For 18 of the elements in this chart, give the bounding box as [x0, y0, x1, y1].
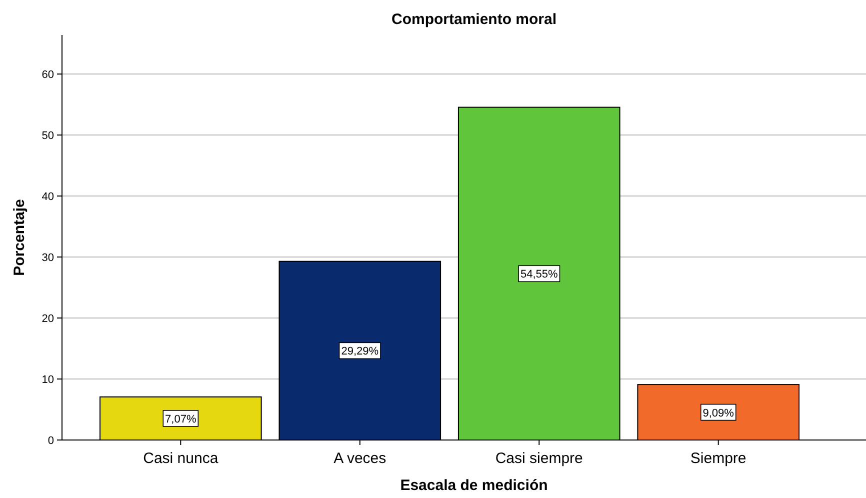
chart-title: Comportamiento moral [391, 11, 557, 28]
x-tick-label: A veces [334, 450, 386, 467]
y-tick-label: 10 [42, 374, 54, 386]
y-tick-label: 20 [42, 313, 54, 326]
x-tick-label: Casi siempre [495, 450, 583, 467]
data-label: 9,09% [702, 407, 734, 420]
y-tick-label: 0 [48, 435, 54, 447]
y-tick-label: 60 [42, 69, 54, 82]
data-label: 7,07% [165, 413, 196, 426]
y-axis-title: Porcentaje [11, 199, 28, 276]
data-label: 54,55% [520, 268, 558, 281]
y-tick-label: 30 [42, 252, 54, 264]
x-tick-label: Siempre [690, 450, 746, 467]
y-tick-label: 40 [42, 191, 54, 204]
x-tick-label: Casi nunca [143, 450, 219, 467]
data-label: 29,29% [341, 346, 379, 358]
x-axis-title: Esacala de medición [400, 477, 548, 494]
y-tick-label: 50 [42, 130, 54, 142]
